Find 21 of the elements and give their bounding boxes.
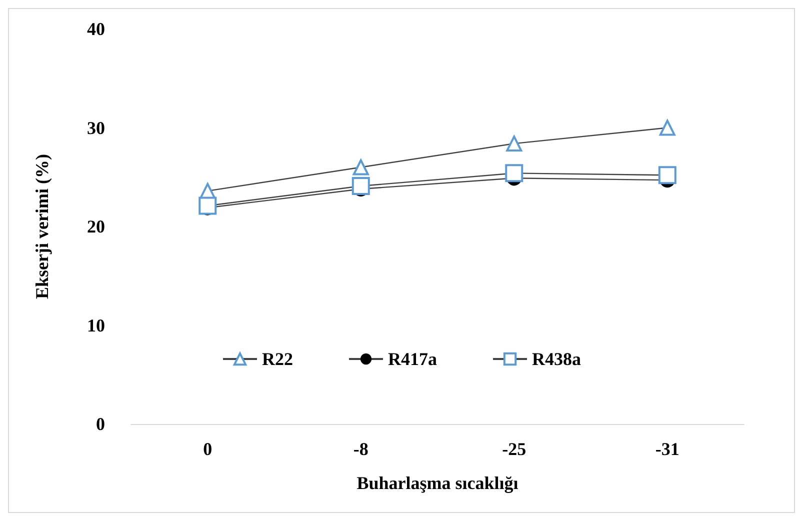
y-axis-title: Ekserji verimi (%) — [32, 154, 52, 299]
point — [506, 136, 522, 152]
point — [658, 166, 676, 184]
y-tick-label: 30 — [87, 118, 105, 138]
legend-label: R417a — [388, 349, 437, 369]
x-tick-label: 0 — [203, 439, 212, 459]
x-axis-title: Buharlaşma sıcaklığı — [356, 473, 518, 493]
point — [198, 196, 217, 215]
point — [505, 164, 524, 182]
y-tick-label: 10 — [87, 315, 105, 336]
point — [352, 159, 369, 176]
legend-label: R438a — [532, 349, 581, 369]
x-tick-label: -31 — [655, 439, 680, 459]
y-tick-label: 20 — [87, 216, 105, 236]
y-tick-label: 0 — [96, 414, 105, 434]
x-tick-label: -25 — [502, 439, 526, 459]
y-tick-label: 40 — [87, 19, 105, 39]
legend-label: R22 — [262, 349, 293, 369]
x-tick-label: -8 — [353, 439, 368, 459]
point — [352, 177, 370, 196]
point — [659, 120, 676, 136]
